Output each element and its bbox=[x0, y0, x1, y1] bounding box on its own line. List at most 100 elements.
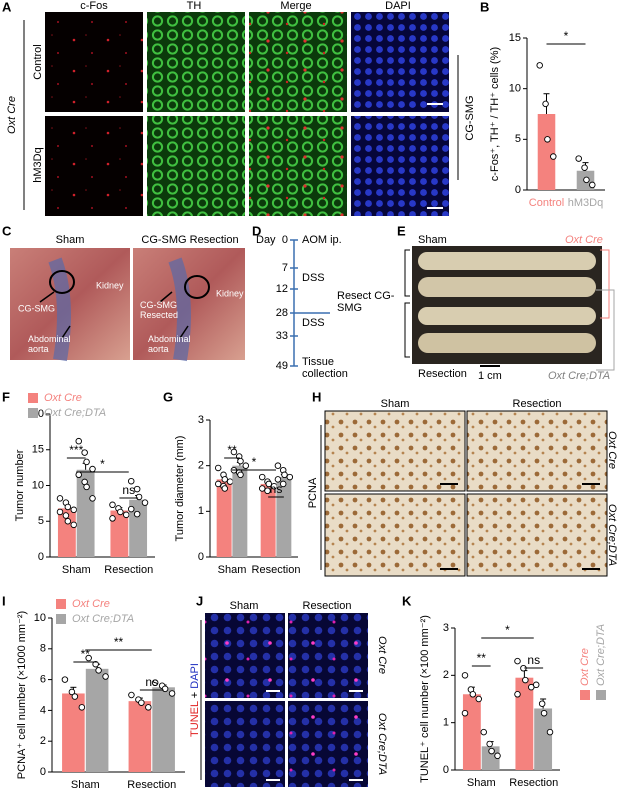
data-point bbox=[117, 508, 124, 516]
data-point bbox=[62, 512, 70, 519]
data-point bbox=[81, 449, 88, 456]
panel-label: D bbox=[252, 223, 261, 238]
data-point bbox=[221, 476, 229, 483]
x-tick-label: Sham bbox=[467, 777, 496, 789]
data-point bbox=[522, 676, 529, 684]
micrograph bbox=[147, 116, 245, 216]
y-tick-label: 4 bbox=[40, 704, 46, 716]
stain-label: TUNEL + DAPI bbox=[189, 663, 201, 737]
stain-part: DAPI bbox=[189, 663, 201, 689]
data-point bbox=[575, 155, 582, 162]
panel-d: Day 0 7 12 28 33 49 AOM ip. DSS DSS bbox=[256, 234, 342, 372]
significance-label: ns bbox=[145, 675, 158, 689]
data-point bbox=[92, 660, 99, 668]
significance-label: * bbox=[100, 457, 105, 471]
data-point bbox=[532, 681, 540, 689]
data-point bbox=[83, 458, 90, 466]
day-label: Day bbox=[256, 234, 276, 246]
row-label: Oxt Cre;DTA bbox=[376, 713, 388, 775]
panel-c: Sham CG-SMG Resection CG-SMG Kidney Kidn… bbox=[10, 234, 245, 362]
column-label: c-Fos bbox=[80, 0, 108, 12]
data-point bbox=[536, 62, 543, 69]
x-tick-label: Resection bbox=[509, 777, 558, 789]
significance-label: ** bbox=[227, 443, 237, 457]
column-label: Sham bbox=[230, 600, 259, 612]
data-point bbox=[480, 728, 487, 736]
photo-label: Kidney bbox=[96, 280, 124, 290]
y-tick-label: 0 bbox=[443, 764, 449, 776]
panel-a: c-Fos TH Merge DAPI Control hM3Dq Oxt Cr… bbox=[6, 0, 476, 216]
arrow bbox=[39, 291, 55, 303]
bar bbox=[216, 479, 232, 557]
data-point bbox=[70, 521, 78, 529]
data-point bbox=[488, 747, 495, 755]
legend-label: Oxt Cre;DTA bbox=[72, 613, 134, 625]
micrograph-overlay bbox=[288, 613, 368, 698]
event: Resect CG-SMG bbox=[337, 290, 395, 314]
panel-e: Sham Oxt Cre Resection 1 cm Oxt Cre;DTA bbox=[404, 234, 615, 382]
y-tick-label: 2 bbox=[198, 460, 204, 472]
data-point bbox=[281, 471, 288, 479]
group-label: Resection bbox=[418, 368, 467, 380]
data-point bbox=[237, 457, 244, 465]
photo-label: Kidney bbox=[216, 288, 244, 298]
bar bbox=[128, 701, 152, 772]
photo-label: Abdominal aorta bbox=[28, 334, 71, 354]
stain-label: PCNA bbox=[307, 477, 319, 508]
arrow bbox=[159, 291, 173, 303]
column-label: Sham bbox=[381, 398, 410, 410]
bar bbox=[260, 483, 276, 557]
bracket bbox=[596, 289, 615, 371]
stain-part: TUNEL bbox=[189, 701, 201, 737]
bracket bbox=[600, 249, 610, 319]
panel-label: C bbox=[2, 223, 12, 238]
micrograph bbox=[324, 493, 466, 577]
data-point bbox=[486, 740, 493, 748]
panel-label: F bbox=[2, 389, 10, 404]
photo-title: Sham bbox=[56, 234, 85, 246]
photo-label: CG-SMG Resected bbox=[140, 300, 179, 320]
data-point bbox=[581, 164, 588, 171]
genotype-label: Oxt Cre bbox=[565, 234, 603, 246]
bar bbox=[537, 114, 556, 190]
data-point bbox=[461, 709, 469, 717]
data-point bbox=[56, 495, 64, 502]
arrow bbox=[179, 325, 189, 339]
data-point bbox=[161, 685, 169, 693]
group-label: Sham bbox=[418, 234, 447, 246]
y-tick-label: 3 bbox=[443, 622, 449, 634]
data-point bbox=[133, 485, 141, 493]
stain-part: + bbox=[189, 692, 201, 698]
micrograph bbox=[351, 116, 449, 216]
significance-label: * bbox=[252, 455, 257, 469]
data-point bbox=[286, 473, 294, 481]
data-point bbox=[123, 511, 130, 519]
data-point bbox=[258, 473, 266, 481]
y-tick-label: 15 bbox=[32, 444, 44, 456]
vessel bbox=[168, 257, 191, 362]
legend-label: Oxt Cre;DTA bbox=[44, 407, 106, 419]
day: 49 bbox=[276, 360, 288, 372]
data-point bbox=[138, 699, 145, 706]
row-label: Oxt Cre bbox=[606, 431, 617, 469]
y-tick-label: 6 bbox=[40, 674, 46, 686]
panel-label: G bbox=[163, 389, 173, 404]
arrow bbox=[61, 325, 71, 339]
bar bbox=[85, 668, 109, 772]
bar bbox=[152, 687, 175, 772]
data-point bbox=[461, 672, 469, 679]
x-tick-label: Control bbox=[529, 197, 564, 209]
data-point bbox=[264, 487, 271, 495]
data-point bbox=[75, 471, 82, 479]
x-tick-label: Sham bbox=[62, 564, 91, 576]
legend-label: Oxt Cre;DTA bbox=[595, 624, 607, 686]
data-point bbox=[475, 695, 483, 703]
data-point bbox=[542, 100, 549, 108]
micrograph-overlay bbox=[249, 12, 347, 112]
data-point bbox=[109, 515, 116, 522]
micrograph bbox=[324, 410, 466, 492]
y-tick-label: 8 bbox=[40, 643, 46, 655]
row-label: hM3Dq bbox=[32, 147, 44, 182]
micrograph bbox=[45, 116, 143, 216]
